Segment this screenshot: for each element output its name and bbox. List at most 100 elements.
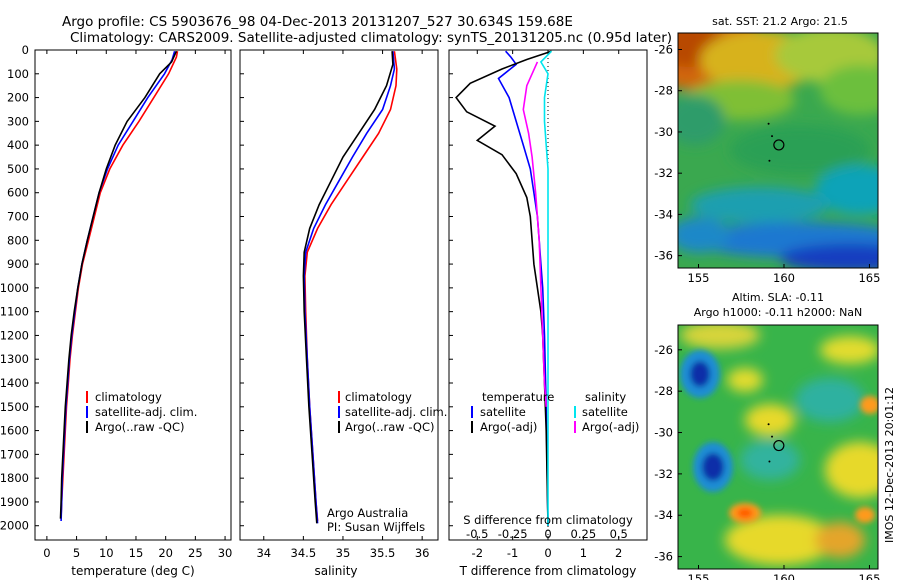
annotation-argo-australia: Argo Australia	[327, 506, 408, 520]
annotation-pi: PI: Susan Wijffels	[327, 520, 425, 534]
s-tick-label: -0.25	[498, 527, 528, 541]
depth-tick-label: 500	[7, 162, 29, 176]
salinity-panel: 34 34.5 35 35.5 36 salinity climatology sate…	[239, 49, 447, 578]
lon-tick-label: 155	[688, 271, 710, 285]
lat-tick-label: -28	[654, 384, 673, 398]
imos-timestamp-label: IMOS 12-Dec-2013 20:01:12	[883, 387, 896, 543]
float-position-marker	[773, 439, 785, 452]
legend-title-temperature: temperature	[482, 390, 554, 404]
legend-t-satellite: satellite	[480, 405, 526, 419]
temperature-legend: climatology satellite-adj. clim. Argo(..…	[86, 390, 197, 434]
lat-tick-label: -36	[654, 550, 673, 564]
sla-map-title-line2: Argo h1000: -0.11 h2000: NaN	[694, 306, 863, 319]
legend-s-argo: Argo(-adj)	[582, 420, 639, 434]
legend-argo: Argo(..raw -QC)	[345, 420, 435, 434]
lon-tick-label: 160	[773, 572, 795, 580]
x-tick-label: 34	[256, 546, 271, 560]
legend-satellite: satellite-adj. clim.	[95, 405, 197, 419]
depth-tick-label: 1000	[0, 281, 29, 295]
lat-tick-label: -32	[654, 166, 673, 180]
depth-tick-label: 1100	[0, 305, 29, 319]
sla-heatmap-image	[678, 325, 878, 569]
legend-s-satellite: satellite	[582, 405, 628, 419]
x-tick-label: 10	[99, 546, 114, 560]
sla-map-frame	[677, 324, 879, 570]
depth-tick-label: 1500	[0, 400, 29, 414]
track-dot	[771, 135, 774, 138]
depth-tick-label: 200	[7, 91, 29, 105]
lat-tick-label: -26	[654, 42, 673, 56]
depth-tick-label: 700	[7, 210, 29, 224]
lon-tick-label: 160	[773, 271, 795, 285]
s-tick-label: 0.25	[571, 527, 597, 541]
depth-tick-label: 600	[7, 186, 29, 200]
salinity-legend: climatology satellite-adj. clim. Argo(..…	[338, 390, 447, 434]
depth-tick-label: 300	[7, 114, 29, 128]
lon-tick-label: 165	[858, 572, 880, 580]
track-dot	[768, 159, 771, 162]
sst-map-title: sat. SST: 21.2 Argo: 21.5	[712, 15, 848, 28]
x-tick-label: 15	[129, 546, 144, 560]
lat-tick-label: -26	[654, 343, 673, 357]
sla-map-title-line1: Altim. SLA: -0.11	[732, 291, 824, 304]
sla-map: Altim. SLA: -0.11 Argo h1000: -0.11 h200…	[654, 291, 880, 580]
s-tick-label: -0.5	[466, 527, 488, 541]
depth-tick-label: 1900	[0, 495, 29, 509]
depth-tick-label: 1400	[0, 376, 29, 390]
salinity-x-axis: 34 34.5 35 35.5 36	[240, 49, 430, 560]
x-tick-label: 0	[544, 546, 551, 560]
s-tick-label: 0.5	[610, 527, 628, 541]
temperature-axes-frame	[34, 49, 232, 541]
series-line-argo-adj	[522, 61, 547, 407]
x-tick-label: 35.5	[370, 546, 396, 560]
lon-tick-label: 155	[688, 572, 710, 580]
x-tick-label: -2	[472, 546, 483, 560]
lat-tick-label: -30	[654, 426, 673, 440]
lat-tick-label: -28	[654, 84, 673, 98]
depth-tick-label: 0	[22, 43, 29, 57]
depth-tick-label: 900	[7, 257, 29, 271]
x-tick-label: 36	[415, 546, 430, 560]
x-tick-label: 34.5	[291, 546, 317, 560]
depth-tick-label: 400	[7, 138, 29, 152]
legend-title-salinity: salinity	[585, 390, 626, 404]
temperature-panel: 0100200300400500600700800900100011001200…	[0, 43, 232, 578]
lat-tick-label: -30	[654, 125, 673, 139]
legend-satellite: satellite-adj. clim.	[345, 405, 447, 419]
lat-tick-label: -34	[654, 508, 673, 522]
sst-heatmap-image	[678, 33, 878, 268]
depth-tick-label: 1700	[0, 447, 29, 461]
difference-x-axis: -2 -1 0 1 2 -0.5 -0.25 0 0.25 0.5	[449, 49, 628, 560]
lat-tick-label: -36	[654, 249, 673, 263]
salinity-xlabel: salinity	[314, 564, 357, 578]
sst-map-frame	[677, 32, 879, 269]
difference-panel: -2 -1 0 1 2 -0.5 -0.25 0 0.25 0.5 S difference fr…	[448, 49, 648, 578]
lat-tick-label: -32	[654, 467, 673, 481]
difference-legend: temperature salinity satellite Argo(-adj…	[471, 390, 639, 434]
x-tick-label: 5	[73, 546, 80, 560]
depth-tick-label: 1800	[0, 471, 29, 485]
temperature-xlabel: temperature (deg C)	[71, 564, 194, 578]
x-tick-label: 2	[615, 546, 622, 560]
t-difference-xlabel: T difference from climatology	[459, 564, 637, 578]
x-tick-label: 1	[580, 546, 587, 560]
depth-tick-label: 800	[7, 233, 29, 247]
depth-tick-label: 2000	[0, 519, 29, 533]
legend-t-argo: Argo(-adj)	[480, 420, 537, 434]
x-tick-label: 30	[218, 546, 233, 560]
x-tick-label: 0	[43, 546, 50, 560]
depth-tick-label: 1600	[0, 424, 29, 438]
lat-tick-label: -34	[654, 207, 673, 221]
float-position-marker	[773, 139, 785, 151]
track-dot	[768, 460, 771, 463]
series-line-satellite	[539, 50, 553, 526]
figure-title-line1: Argo profile: CS 5903676_98 04-Dec-2013 …	[62, 14, 573, 30]
x-tick-label: 20	[158, 546, 173, 560]
legend-climatology: climatology	[95, 390, 162, 404]
sst-map: sat. SST: 21.2 Argo: 21.5 155 160 165 -26 -2…	[654, 15, 880, 285]
x-tick-label: 25	[188, 546, 203, 560]
figure-title-line2: Climatology: CARS2009. Satellite-adjuste…	[70, 30, 673, 46]
salinity-axes-frame	[239, 49, 439, 541]
legend-climatology: climatology	[345, 390, 412, 404]
track-dot	[767, 423, 770, 426]
